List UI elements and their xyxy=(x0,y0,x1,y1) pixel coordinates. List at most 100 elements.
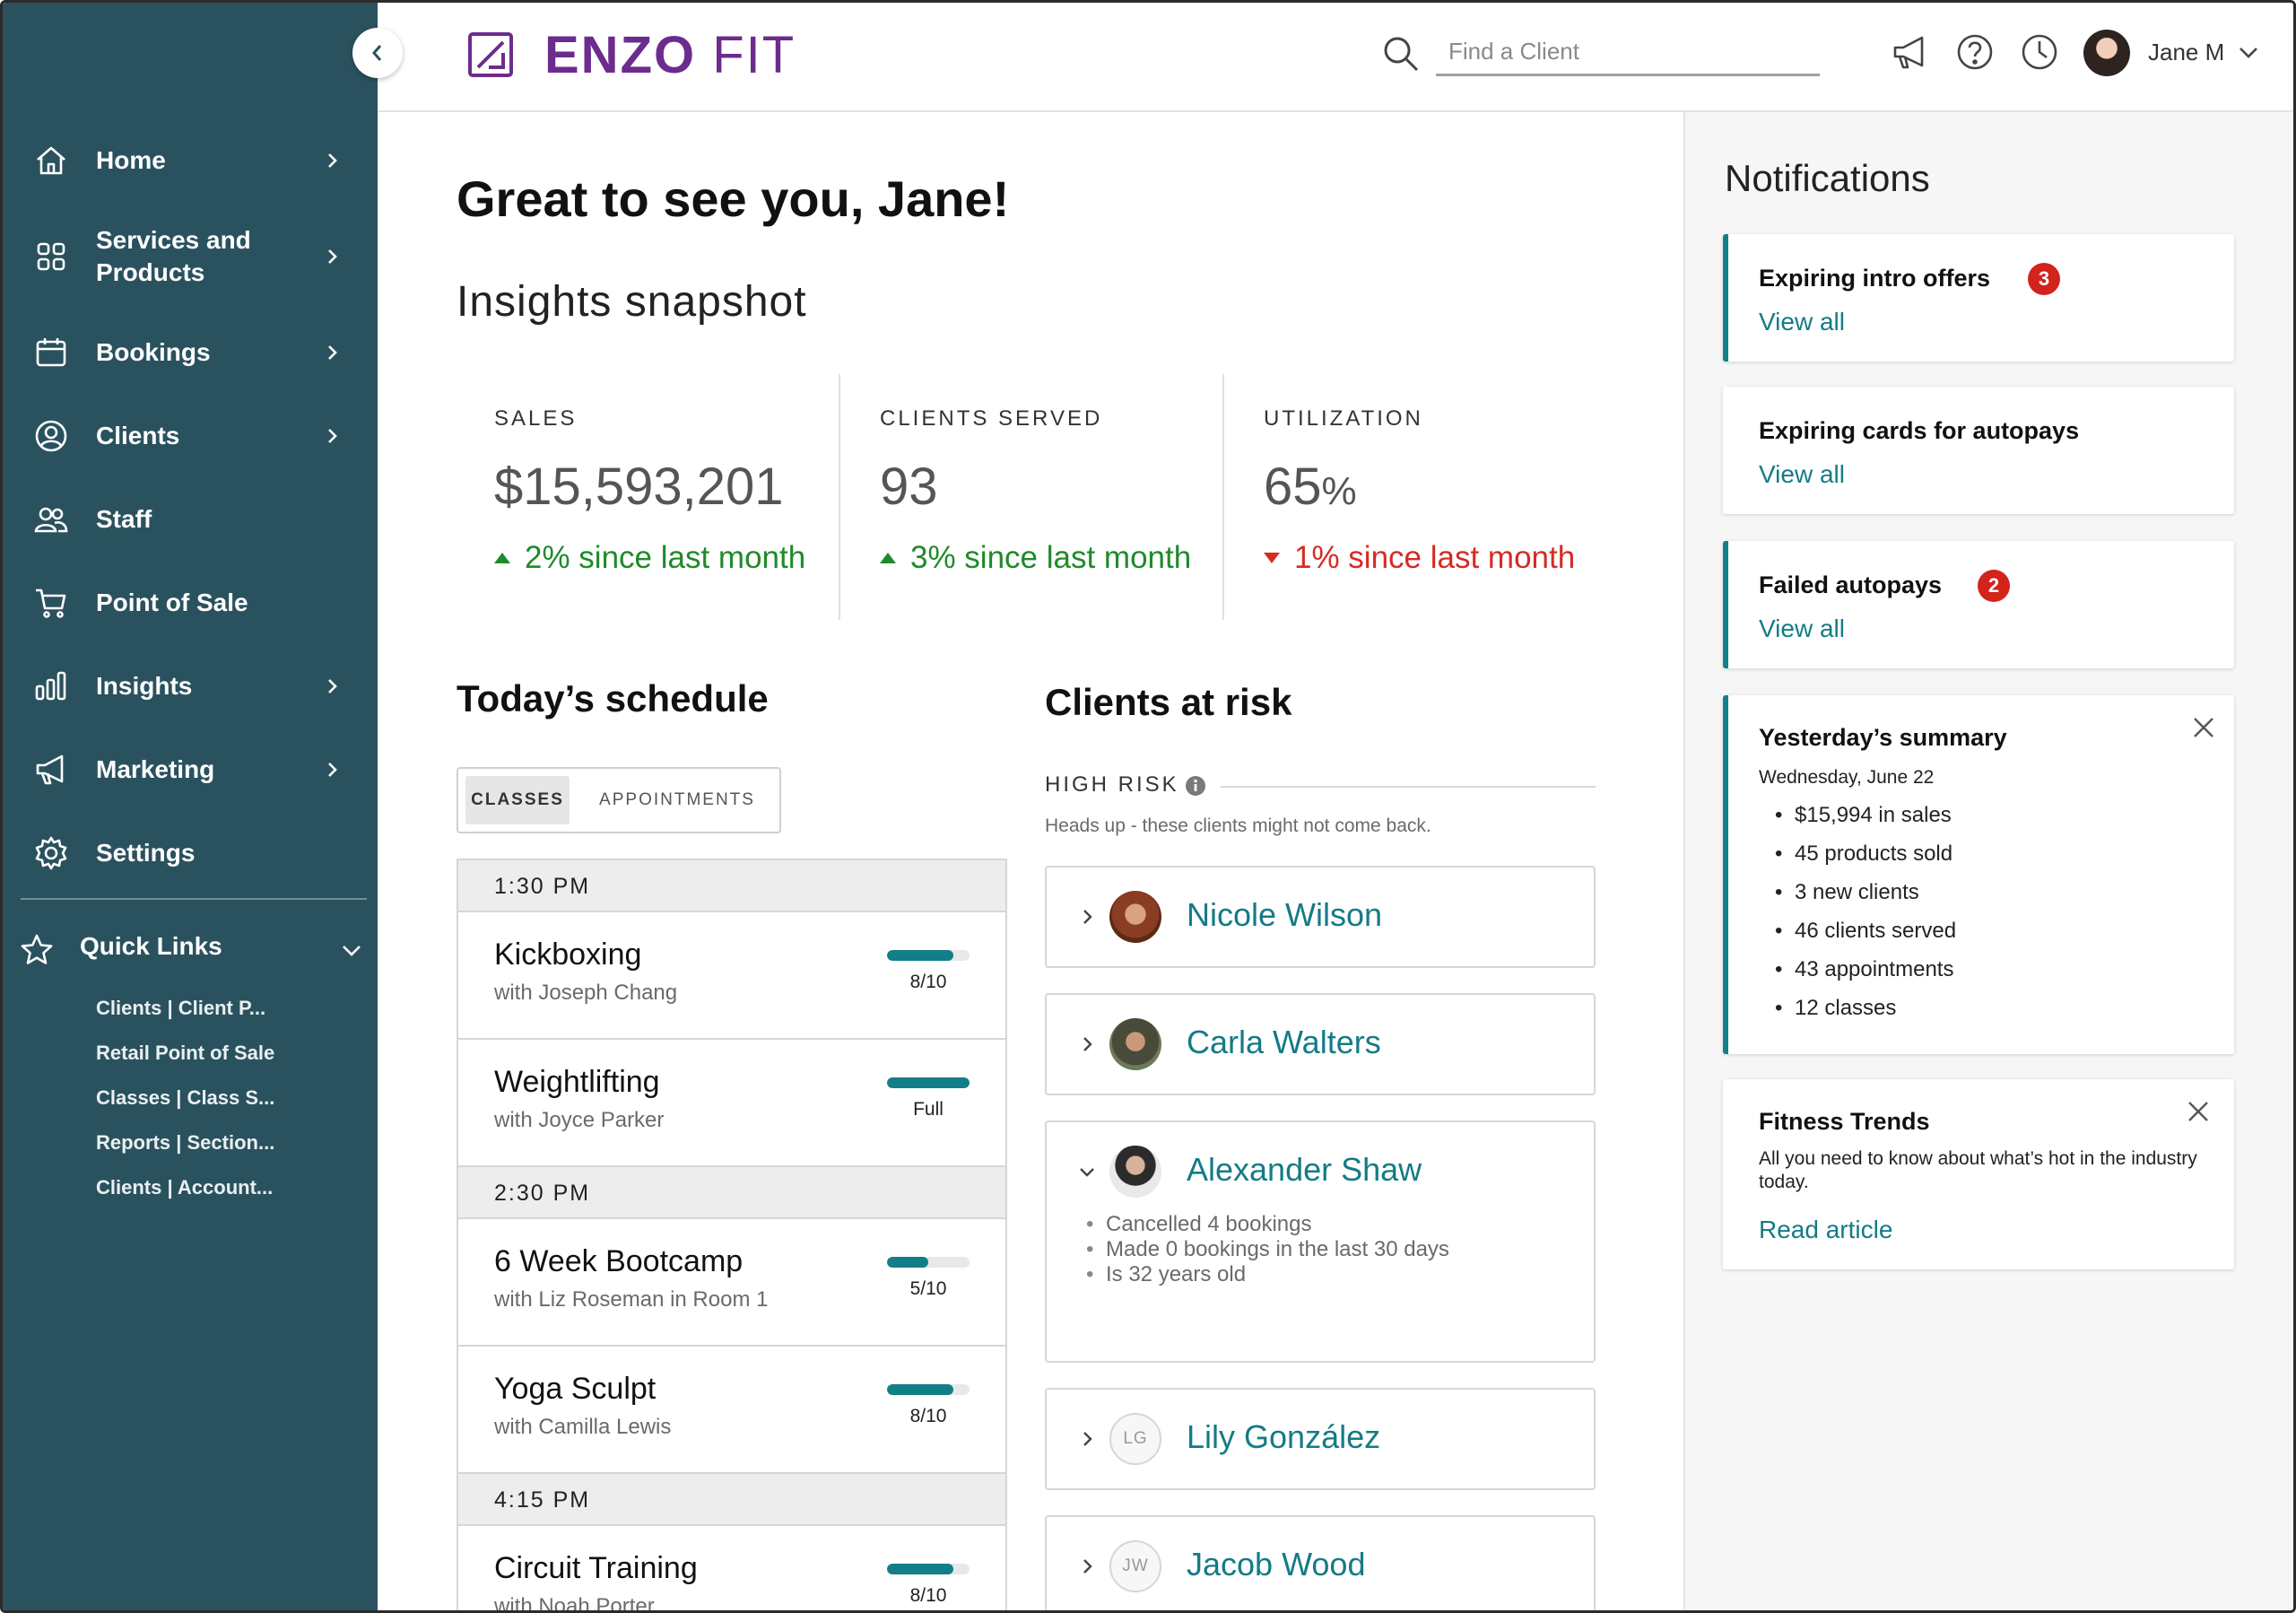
logo-text-bold: ENZO xyxy=(544,26,697,84)
view-all-link[interactable]: View all xyxy=(1759,308,1845,336)
summary-item: 43 appointments xyxy=(1775,957,1953,982)
schedule-title: Today’s schedule xyxy=(457,677,769,719)
client-name[interactable]: Lily González xyxy=(1187,1418,1381,1455)
quick-link-item[interactable]: Reports | Section... xyxy=(96,1131,275,1154)
sidebar-item-services-products[interactable]: Services and Products xyxy=(3,221,378,292)
quick-link-item[interactable]: Retail Point of Sale xyxy=(96,1042,275,1064)
metric-change: 1% since last month xyxy=(1264,540,1575,576)
notifications-title: Notifications xyxy=(1725,157,1930,199)
star-icon xyxy=(21,934,53,964)
class-row[interactable]: Weightlifting with Joyce Parker Full xyxy=(458,1040,1005,1167)
user-circle-icon xyxy=(35,420,67,452)
client-name[interactable]: Jacob Wood xyxy=(1187,1546,1366,1582)
close-icon[interactable] xyxy=(2186,1099,2211,1124)
tab-classes[interactable]: CLASSES xyxy=(465,776,570,824)
class-name: Circuit Training xyxy=(494,1551,698,1585)
sidebar-item-bookings[interactable]: Bookings xyxy=(3,317,378,388)
read-article-link[interactable]: Read article xyxy=(1759,1216,1893,1243)
clock-icon[interactable] xyxy=(2019,31,2060,73)
risk-divider xyxy=(1221,786,1596,788)
view-all-link[interactable]: View all xyxy=(1759,460,1845,488)
sidebar-item-point-of-sale[interactable]: Point of Sale xyxy=(3,567,378,639)
sidebar-item-settings[interactable]: Settings xyxy=(3,817,378,889)
quick-link-item[interactable]: Clients | Client P... xyxy=(96,997,266,1019)
capacity-bar xyxy=(887,1077,970,1088)
class-name: Kickboxing xyxy=(494,937,642,972)
chevron-right-icon[interactable] xyxy=(1077,1034,1097,1054)
sidebar-item-insights[interactable]: Insights xyxy=(3,650,378,722)
chevron-left-icon xyxy=(372,45,382,61)
user-name[interactable]: Jane M xyxy=(2148,39,2225,65)
class-row[interactable]: Yoga Sculpt with Camilla Lewis 8/10 xyxy=(458,1347,1005,1474)
metric-utilization[interactable]: UTILIZATION 65% 1% since last month xyxy=(1264,406,1575,576)
quick-link-item[interactable]: Clients | Account... xyxy=(96,1176,274,1199)
class-row[interactable]: 6 Week Bootcamp with Liz Roseman in Room… xyxy=(458,1219,1005,1347)
class-instructor: with Noah Porter xyxy=(494,1594,655,1613)
top-bar: ENZO FIT Jane M xyxy=(378,3,2293,112)
tab-appointments[interactable]: APPOINTMENTS xyxy=(599,790,755,809)
sidebar-item-home[interactable]: Home xyxy=(3,125,378,196)
risk-client-card[interactable]: LG Lily González xyxy=(1045,1388,1596,1490)
notification-fitness-trends: Fitness Trends All you need to know abou… xyxy=(1723,1079,2234,1269)
capacity-bar xyxy=(887,950,970,961)
chevron-right-icon[interactable] xyxy=(1077,1556,1097,1576)
chevron-right-icon xyxy=(328,763,337,777)
notification-failed-autopays[interactable]: Failed autopays 2 View all xyxy=(1723,541,2234,668)
class-name: Weightlifting xyxy=(494,1065,660,1099)
risk-client-card[interactable]: Carla Walters xyxy=(1045,993,1596,1095)
avatar[interactable] xyxy=(2083,30,2130,76)
metric-clients-served[interactable]: CLIENTS SERVED 93 3% since last month xyxy=(880,406,1191,576)
quick-link-item[interactable]: Classes | Class S... xyxy=(96,1086,275,1109)
chevron-down-icon[interactable] xyxy=(1077,1162,1097,1181)
class-row[interactable]: Circuit Training with Noah Porter 8/10 xyxy=(458,1526,1005,1613)
logo-text[interactable]: ENZO FIT xyxy=(544,26,796,85)
chevron-down-icon[interactable] xyxy=(2236,40,2261,65)
trend-down-icon xyxy=(1264,553,1280,563)
chevron-right-icon[interactable] xyxy=(1077,907,1097,927)
risk-client-card-expanded[interactable]: Alexander Shaw Cancelled 4 bookings Made… xyxy=(1045,1120,1596,1363)
notification-autopay-cards[interactable]: Expiring cards for autopays View all xyxy=(1723,387,2234,514)
class-instructor: with Liz Roseman in Room 1 xyxy=(494,1287,769,1312)
close-icon[interactable] xyxy=(2191,715,2216,740)
logo-text-light: FIT xyxy=(696,26,796,84)
insights-title: Insights snapshot xyxy=(457,278,807,326)
risk-client-card[interactable]: JW Jacob Wood xyxy=(1045,1515,1596,1610)
quick-links-title: Quick Links xyxy=(80,932,222,960)
capacity-bar xyxy=(887,1257,970,1268)
collapse-sidebar-button[interactable] xyxy=(352,28,403,78)
risk-detail-item: Is 32 years old xyxy=(1086,1262,1246,1287)
megaphone-icon[interactable] xyxy=(1890,31,1931,73)
info-icon[interactable] xyxy=(1185,775,1206,797)
risk-client-card[interactable]: Nicole Wilson xyxy=(1045,866,1596,968)
capacity-text: 8/10 xyxy=(909,972,947,992)
sidebar-item-clients[interactable]: Clients xyxy=(3,400,378,472)
client-name[interactable]: Alexander Shaw xyxy=(1187,1151,1422,1188)
client-name[interactable]: Carla Walters xyxy=(1187,1024,1381,1060)
notification-yesterday-summary: Yesterday’s summary Wednesday, June 22 $… xyxy=(1723,695,2234,1054)
avatar-initials: LG xyxy=(1109,1413,1161,1465)
capacity-bar-fill xyxy=(887,1077,970,1088)
class-row[interactable]: Kickboxing with Joseph Chang 8/10 xyxy=(458,912,1005,1040)
capacity-bar-fill xyxy=(887,950,953,961)
help-icon[interactable] xyxy=(1954,31,1996,73)
trend-up-icon xyxy=(494,553,510,563)
sidebar-item-label-text: Services and Products xyxy=(96,226,251,286)
view-all-link[interactable]: View all xyxy=(1759,615,1845,642)
metric-sales[interactable]: SALES $15,593,201 2% since last month xyxy=(494,406,805,576)
chevron-right-icon[interactable] xyxy=(1077,1429,1097,1449)
search-input[interactable] xyxy=(1436,30,1820,76)
schedule-tabs: CLASSES APPOINTMENTS xyxy=(457,767,781,833)
metric-label: CLIENTS SERVED xyxy=(880,406,1103,431)
cart-icon xyxy=(36,589,66,618)
notification-intro-offers[interactable]: Expiring intro offers 3 View all xyxy=(1723,234,2234,362)
sidebar-item-marketing[interactable]: Marketing xyxy=(3,734,378,806)
notification-title: Expiring cards for autopays xyxy=(1759,417,2080,444)
chevron-down-icon[interactable] xyxy=(340,939,363,963)
client-name[interactable]: Nicole Wilson xyxy=(1187,896,1383,933)
search-icon[interactable] xyxy=(1380,33,1422,74)
sidebar-divider xyxy=(21,898,367,900)
sidebar-item-staff[interactable]: Staff xyxy=(3,484,378,555)
summary-item: 12 classes xyxy=(1775,996,1896,1021)
sidebar-item-label: Point of Sale xyxy=(96,589,248,616)
bar-chart-icon xyxy=(35,671,66,701)
